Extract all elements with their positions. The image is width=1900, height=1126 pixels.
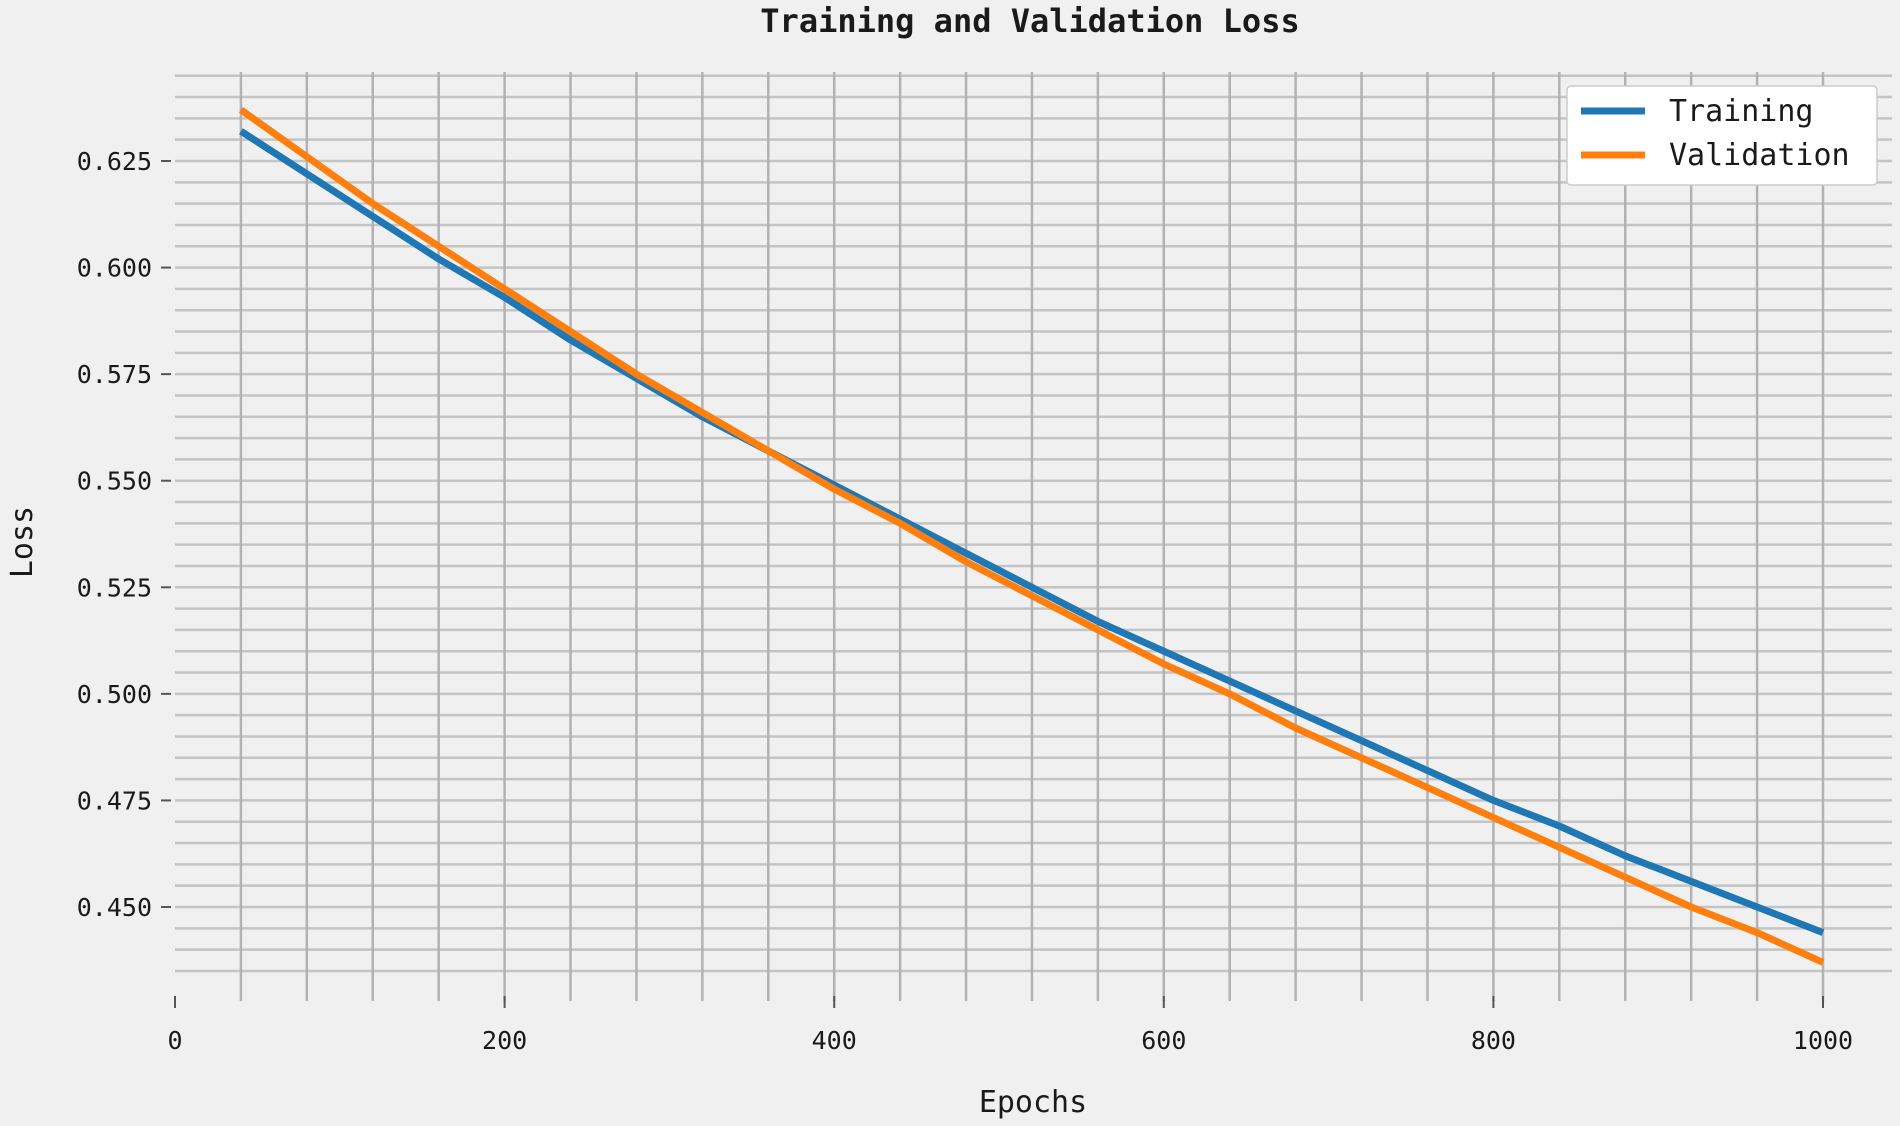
axes: 0.450 0.475 0.500 0.525 0.550 0.575 0.600 0.625…: [77, 147, 1853, 1055]
y-tick-label: 0.575: [77, 360, 152, 389]
y-tick-label: 0.625: [77, 147, 152, 176]
series-line-training: [238, 128, 1825, 936]
y-tick-label: 0.600: [77, 254, 152, 283]
series-line-validation: [238, 106, 1825, 966]
x-axis-label: Epochs: [979, 1085, 1087, 1120]
legend-validation-label: Validation: [1669, 138, 1850, 173]
y-axis-label: Loss: [5, 506, 40, 578]
grid-lines: [175, 72, 1892, 1001]
x-tick-label: 0: [167, 1026, 182, 1055]
x-tick-label: 800: [1471, 1026, 1516, 1055]
x-tick-label: 200: [482, 1026, 527, 1055]
y-tick-label: 0.525: [77, 573, 152, 602]
chart-title: Training and Validation Loss: [760, 2, 1299, 40]
plot-area: [238, 106, 1825, 966]
x-tick-label: 1000: [1793, 1026, 1853, 1055]
legend: Training Validation: [1566, 85, 1878, 186]
y-tick-label: 0.500: [77, 680, 152, 709]
legend-training-label: Training: [1669, 94, 1814, 129]
y-tick-label: 0.550: [77, 467, 152, 496]
x-tick-label: 400: [812, 1026, 857, 1055]
x-tick-label: 600: [1141, 1026, 1186, 1055]
y-tick-label: 0.475: [77, 786, 152, 815]
y-tick-label: 0.450: [77, 893, 152, 922]
